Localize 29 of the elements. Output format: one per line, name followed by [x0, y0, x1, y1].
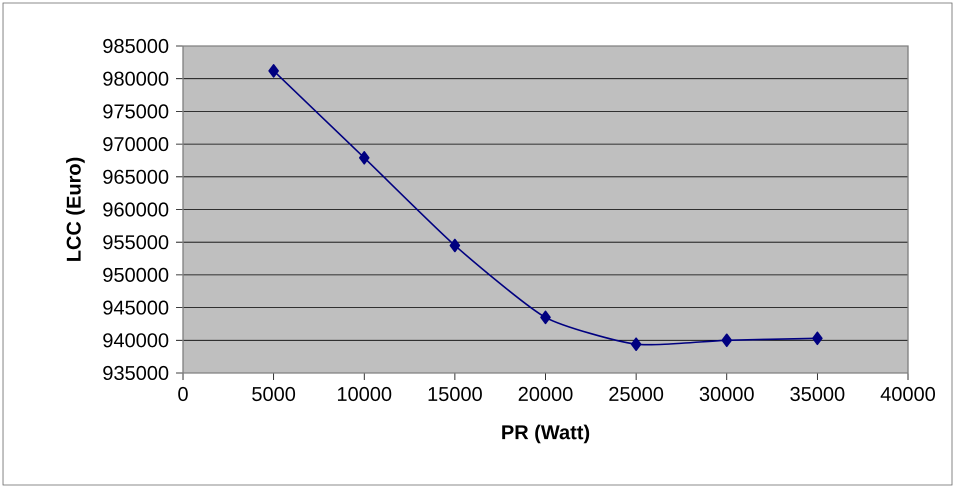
x-tick-label: 10000 [338, 386, 392, 402]
y-tick-label: 985000 [103, 38, 168, 54]
y-tick-label: 940000 [103, 333, 168, 348]
x-tick-label: 15000 [428, 386, 482, 402]
y-tick-label: 955000 [103, 235, 168, 250]
y-tick-label: 970000 [103, 137, 168, 152]
point [450, 238, 460, 252]
point [540, 310, 551, 324]
y-tick-label: 975000 [103, 104, 168, 118]
x-axis-title: PR (Watt) [502, 424, 590, 444]
x-tick-label: 0 [178, 386, 188, 402]
x-tick-label: 30000 [700, 386, 754, 402]
y-tick-label: 945000 [103, 300, 168, 315]
x-tick-label: 5000 [252, 386, 296, 402]
point [358, 151, 370, 165]
y-tick-label: 960000 [103, 202, 168, 217]
y-tick-label: 935000 [103, 366, 168, 380]
point [268, 64, 279, 78]
point [721, 333, 732, 348]
y-tick-label: 980000 [103, 72, 168, 86]
y-tick-label: 965000 [103, 170, 168, 184]
x-tick-label: 25000 [609, 386, 664, 402]
y-tick-label: 950000 [103, 268, 168, 282]
point [630, 337, 642, 352]
x-tick-label: 20000 [518, 386, 573, 402]
point [812, 332, 823, 346]
y-axis-title: LCC (Euro) [66, 158, 85, 261]
x-tick-label: 35000 [790, 386, 844, 402]
x-tick-label: 40000 [880, 386, 936, 402]
